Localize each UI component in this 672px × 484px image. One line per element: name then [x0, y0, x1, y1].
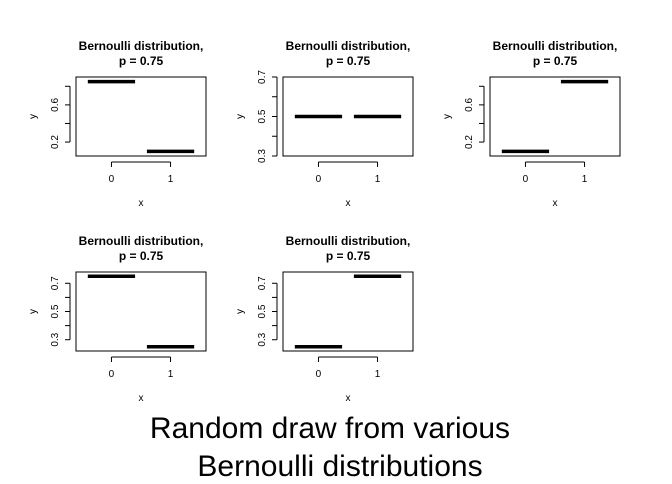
chart-panel-5: Bernoulli distribution, p = 0.75 0 1 x 0.3 0.5…: [235, 234, 414, 404]
chart-panel-4: Bernoulli distribution, p = 0.75 0 1 x 0.3 0.5…: [28, 234, 207, 404]
x-axis-label: x: [346, 393, 351, 404]
y-axis-label: y: [28, 114, 39, 119]
chart-title: Bernoulli distribution, p = 0.75: [286, 39, 411, 68]
y-tick-label: 0.7: [50, 276, 61, 290]
y-axis-label: y: [235, 114, 246, 119]
chart-title: Bernoulli distribution, p = 0.75: [79, 39, 204, 68]
figure-caption-line-2: Bernoulli distributions: [197, 450, 483, 483]
y-tick-label: 0.3: [257, 149, 268, 163]
y-tick-label: 0.5: [257, 109, 268, 123]
x-axis-label: x: [553, 198, 558, 209]
y-axis-label: y: [442, 114, 453, 119]
plot-frame: [282, 76, 414, 157]
y-tick-label: 0.2: [50, 135, 61, 149]
x-tick-label: 1: [168, 174, 174, 185]
x-tick-label: 1: [582, 174, 588, 185]
y-tick-label: 0.5: [50, 304, 61, 318]
y-tick-label: 0.3: [257, 332, 268, 346]
y-axis-label: y: [28, 309, 39, 314]
chart-panel-1: Bernoulli distribution, p = 0.75 0 1 x 0.2 0.6…: [28, 39, 207, 209]
x-tick-label: 1: [375, 369, 381, 380]
x-tick-label: 0: [316, 369, 322, 380]
chart-title: Bernoulli distribution, p = 0.75: [286, 234, 411, 263]
y-tick-label: 0.3: [50, 332, 61, 346]
y-tick-label: 0.7: [257, 276, 268, 290]
x-tick-label: 1: [168, 369, 174, 380]
x-tick-label: 0: [316, 174, 322, 185]
plot-frame: [282, 271, 414, 352]
chart-panel-2: Bernoulli distribution, p = 0.75 0 1 x 0.3 0.5…: [235, 39, 414, 209]
x-tick-label: 0: [109, 369, 115, 380]
x-tick-label: 1: [375, 174, 381, 185]
y-tick-label: 0.7: [257, 70, 268, 84]
y-tick-label: 0.6: [50, 97, 61, 111]
chart-title: Bernoulli distribution, p = 0.75: [493, 39, 618, 68]
y-tick-label: 0.5: [257, 304, 268, 318]
plot-frame: [75, 271, 207, 352]
x-axis-label: x: [139, 198, 144, 209]
y-tick-label: 0.2: [464, 135, 475, 149]
x-tick-label: 0: [523, 174, 529, 185]
plot-frame: [489, 76, 621, 157]
plot-frame: [75, 76, 207, 157]
chart-panel-3: Bernoulli distribution, p = 0.75 0 1 x 0.2 0.6…: [442, 39, 621, 209]
figure-caption-line-1: Random draw from various: [149, 412, 511, 445]
y-axis-label: y: [235, 309, 246, 314]
x-axis-label: x: [139, 393, 144, 404]
x-tick-label: 0: [109, 174, 115, 185]
y-tick-label: 0.6: [464, 97, 475, 111]
x-axis-label: x: [346, 198, 351, 209]
chart-title: Bernoulli distribution, p = 0.75: [79, 234, 204, 263]
